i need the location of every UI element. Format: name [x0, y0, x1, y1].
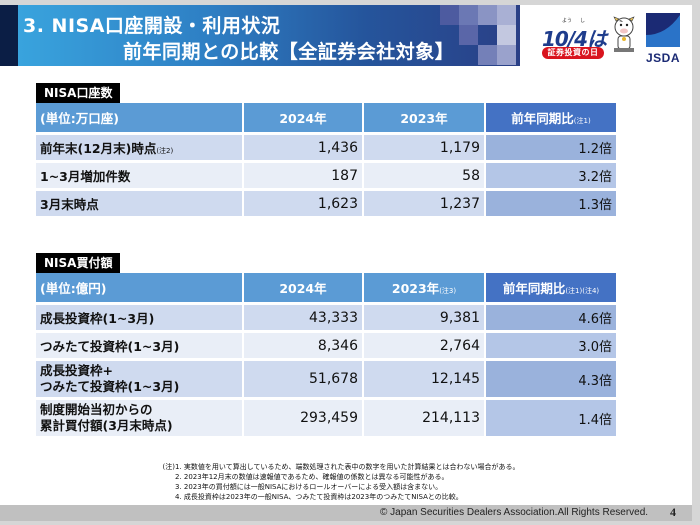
decor-square	[497, 5, 516, 25]
footnote: 2. 2023年12月末の数値は速報値であるため、確報値の係数とは異なる可能性が…	[145, 472, 519, 482]
row-label-line2: 累計買付額(3月末時点)	[40, 418, 173, 433]
row-label: 前年末(12月末)時点(注2)	[36, 135, 242, 160]
section-label-accounts: NISA口座数	[36, 83, 121, 103]
footnote-text: 2. 2023年12月末の数値は速報値であるため、確報値の係数とは異なる可能性が…	[175, 473, 449, 481]
col-2024-header: 2024年	[244, 273, 362, 302]
footnote-text: 1. 実数値を用いて算出しているため、端数処理された表中の数字を用いた計算結果と…	[175, 463, 520, 471]
copyright-text: © Japan Securities Dealers Association.A…	[380, 507, 649, 518]
value-2023: 9,381	[364, 305, 484, 330]
row-label-line2: つみたて投資枠(1~3月)	[40, 379, 180, 394]
jsda-logo-text: JSDA	[645, 51, 680, 65]
value-2024: 1,436	[244, 135, 362, 160]
decor-square	[459, 5, 478, 25]
table-row: 成長投資枠(1~3月) 43,333 9,381 4.6倍	[36, 305, 616, 330]
col-2023-label: 2023年	[391, 281, 440, 296]
col-ratio-header: 前年同期比(注1)	[486, 103, 616, 132]
footnote: 4. 成長投資枠は2023年の一般NISA、つみたて投資枠は2023年のつみたて…	[145, 492, 519, 502]
row-label: 成長投資枠(1~3月)	[36, 305, 242, 330]
footnote-prefix: (注)	[162, 463, 175, 471]
row-label-text: 前年末(12月末)時点	[40, 141, 157, 156]
slide: 3. NISA口座開設・利用状況 前年同期との比較【全証券会社対象】 よう し …	[0, 5, 692, 505]
footnote-text: 4. 成長投資枠は2023年の一般NISA、つみたて投資枠は2023年のつみたて…	[175, 493, 463, 501]
ratio-value: 1.3倍	[486, 191, 616, 216]
decor-square	[497, 45, 516, 65]
footnote-ref: (注1)	[573, 117, 591, 125]
col-2024-header: 2024年	[244, 103, 362, 132]
row-label: 3月末時点	[36, 191, 242, 216]
value-2023: 2,764	[364, 333, 484, 358]
value-2024: 1,623	[244, 191, 362, 216]
table-row: つみたて投資枠(1~3月) 8,346 2,764 3.0倍	[36, 333, 616, 358]
footnote-ref: (注1)(注4)	[565, 287, 600, 295]
title-banner: 3. NISA口座開設・利用状況 前年同期との比較【全証券会社対象】	[0, 5, 520, 66]
value-2024: 8,346	[244, 333, 362, 358]
ratio-header-label: 前年同期比	[502, 281, 566, 296]
decor-square	[478, 45, 497, 65]
row-label: 制度開始当初からの 累計買付額(3月末時点)	[36, 400, 242, 436]
ratio-value: 1.2倍	[486, 135, 616, 160]
decor-square	[459, 25, 478, 45]
col-2023-header: 2023年	[364, 103, 484, 132]
value-2024: 51,678	[244, 361, 362, 397]
footnote: 3. 2023年の買付額には一般NISAにおけるロールオーバーによる受入額は含ま…	[145, 482, 519, 492]
footnotes: (注)1. 実数値を用いて算出しているため、端数処理された表中の数字を用いた計算…	[145, 462, 520, 502]
ratio-value: 3.0倍	[486, 333, 616, 358]
unit-label: (単位:億円)	[36, 273, 242, 302]
unit-label: (単位:万口座)	[36, 103, 242, 132]
page-number: 4	[670, 505, 676, 519]
logo-ruby: よう	[562, 18, 573, 24]
col-ratio-header: 前年同期比(注1)(注4)	[486, 273, 616, 302]
table-row: 成長投資枠+ つみたて投資枠(1~3月) 51,678 12,145 4.3倍	[36, 361, 616, 397]
value-2024: 43,333	[244, 305, 362, 330]
cow-mascot-icon	[613, 16, 635, 52]
jsda-logo: JSDA	[640, 11, 686, 65]
accounts-table: (単位:万口座) 2024年 2023年 前年同期比(注1) 前年末(12月末)…	[34, 100, 618, 219]
page-title-line1: 3. NISA口座開設・利用状況	[23, 15, 281, 37]
col-2023-header: 2023年(注3)	[364, 273, 484, 302]
row-label-line1: 成長投資枠+	[40, 363, 113, 378]
table-row: 1~3月増加件数 187 58 3.2倍	[36, 163, 616, 188]
investment-day-logo: よう し 10/4は 証券投資の日	[540, 11, 608, 61]
value-2023: 58	[364, 163, 484, 188]
logo-ruby: し	[580, 18, 586, 24]
table-row: 3月末時点 1,623 1,237 1.3倍	[36, 191, 616, 216]
ratio-value: 4.6倍	[486, 305, 616, 330]
ratio-value: 3.2倍	[486, 163, 616, 188]
value-2023: 214,113	[364, 400, 484, 436]
ratio-header-label: 前年同期比	[511, 111, 574, 126]
section-label-purchases: NISA買付額	[36, 253, 121, 273]
footnote: (注)1. 実数値を用いて算出しているため、端数処理された表中の数字を用いた計算…	[145, 462, 520, 472]
footnote-text: 3. 2023年の買付額には一般NISAにおけるロールオーバーによる受入額は含ま…	[175, 483, 443, 491]
row-label: 1~3月増加件数	[36, 163, 242, 188]
footnote-ref: (注3)	[439, 287, 457, 295]
logo-pill-text: 証券投資の日	[542, 47, 604, 59]
ratio-value: 1.4倍	[486, 400, 616, 436]
banner-accent-block	[0, 5, 18, 66]
table-row: 前年末(12月末)時点(注2) 1,436 1,179 1.2倍	[36, 135, 616, 160]
row-label-line1: 制度開始当初からの	[40, 402, 153, 417]
value-2023: 1,237	[364, 191, 484, 216]
jsda-mark-icon	[646, 13, 680, 47]
table-header-row: (単位:万口座) 2024年 2023年 前年同期比(注1)	[36, 103, 616, 132]
footnote-ref: (注2)	[156, 147, 174, 155]
row-label: 成長投資枠+ つみたて投資枠(1~3月)	[36, 361, 242, 397]
page-title-line2: 前年同期との比較【全証券会社対象】	[123, 41, 455, 63]
value-2023: 12,145	[364, 361, 484, 397]
table-row: 制度開始当初からの 累計買付額(3月末時点) 293,459 214,113 1.…	[36, 400, 616, 436]
purchases-table: (単位:億円) 2024年 2023年(注3) 前年同期比(注1)(注4) 成長…	[34, 270, 618, 439]
value-2024: 293,459	[244, 400, 362, 436]
decor-square	[440, 5, 459, 25]
table-header-row: (単位:億円) 2024年 2023年(注3) 前年同期比(注1)(注4)	[36, 273, 616, 302]
row-label: つみたて投資枠(1~3月)	[36, 333, 242, 358]
value-2023: 1,179	[364, 135, 484, 160]
value-2024: 187	[244, 163, 362, 188]
decor-square	[478, 5, 497, 25]
footer-band	[0, 505, 692, 521]
ratio-value: 4.3倍	[486, 361, 616, 397]
decor-square	[497, 25, 516, 45]
